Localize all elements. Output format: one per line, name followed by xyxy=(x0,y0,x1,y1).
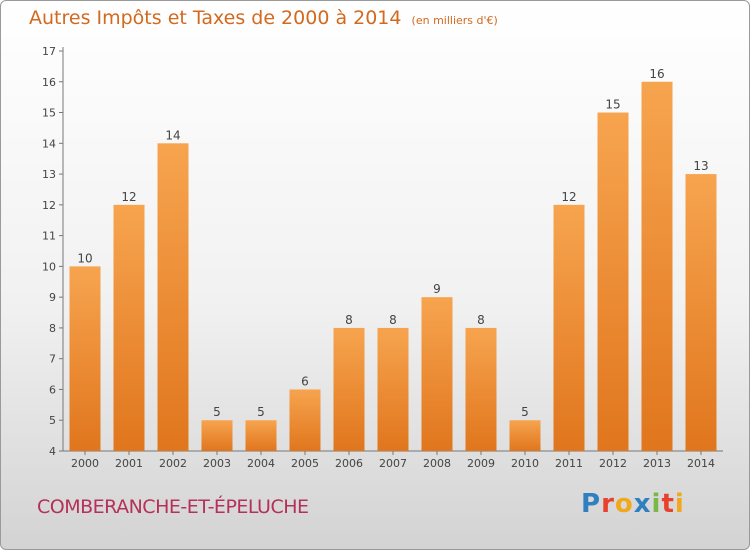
y-tick-label: 7 xyxy=(49,353,56,366)
bar-value-label: 13 xyxy=(693,159,708,173)
bar xyxy=(597,112,629,452)
bar-value-label: 9 xyxy=(433,282,441,296)
chart-unit: (en milliers d'€) xyxy=(411,14,498,27)
x-tick-label: 2004 xyxy=(247,457,275,470)
y-tick-label: 16 xyxy=(42,76,56,89)
y-tick-label: 13 xyxy=(42,168,56,181)
bar-value-label: 12 xyxy=(561,190,576,204)
x-tick-label: 2012 xyxy=(599,457,627,470)
bar xyxy=(465,327,497,451)
bar xyxy=(421,297,453,451)
y-tick-label: 10 xyxy=(42,260,56,273)
bar-value-label: 15 xyxy=(605,98,620,112)
chart-title-text: Autres Impôts et Taxes de 2000 à 2014 xyxy=(29,7,402,29)
x-tick-label: 2006 xyxy=(335,457,363,470)
y-tick-label: 9 xyxy=(49,291,56,304)
x-tick-label: 2009 xyxy=(467,457,495,470)
bar xyxy=(113,204,145,451)
bar-value-label: 12 xyxy=(121,190,136,204)
bar xyxy=(69,266,101,451)
bar xyxy=(641,81,673,452)
bar xyxy=(289,389,321,451)
y-tick-label: 11 xyxy=(42,230,56,243)
y-tick-label: 5 xyxy=(49,414,56,427)
x-tick-label: 2010 xyxy=(511,457,539,470)
commune-name: COMBERANCHE-ET-ÉPELUCHE xyxy=(37,496,309,518)
bar-value-label: 8 xyxy=(345,313,353,327)
bar-value-label: 16 xyxy=(649,67,664,81)
y-tick-label: 12 xyxy=(42,199,56,212)
x-tick-label: 2003 xyxy=(203,457,231,470)
bar-value-label: 5 xyxy=(521,405,529,419)
y-tick-label: 15 xyxy=(42,107,56,120)
bar xyxy=(201,420,233,451)
proxiti-logo: Proxiti xyxy=(581,489,685,519)
bar xyxy=(245,420,277,451)
x-tick-label: 2007 xyxy=(379,457,407,470)
y-tick-label: 4 xyxy=(49,445,56,458)
y-tick-label: 17 xyxy=(42,45,56,58)
y-tick-label: 6 xyxy=(49,383,56,396)
bar xyxy=(685,174,717,452)
x-tick-label: 2014 xyxy=(687,457,715,470)
bar-value-label: 5 xyxy=(213,405,221,419)
bar-value-label: 5 xyxy=(257,405,265,419)
x-tick-label: 2005 xyxy=(291,457,319,470)
bar xyxy=(509,420,541,451)
y-tick-label: 14 xyxy=(42,137,56,150)
x-tick-label: 2008 xyxy=(423,457,451,470)
x-tick-label: 2002 xyxy=(159,457,187,470)
bar-value-label: 8 xyxy=(389,313,397,327)
bar xyxy=(377,327,409,451)
bar-value-label: 10 xyxy=(77,251,92,265)
bar xyxy=(333,327,365,451)
bar-value-label: 8 xyxy=(477,313,485,327)
bar xyxy=(157,143,189,452)
bar-value-label: 14 xyxy=(165,128,180,142)
chart-title: Autres Impôts et Taxes de 2000 à 2014 (e… xyxy=(29,7,498,29)
bar xyxy=(553,204,585,451)
x-tick-label: 2011 xyxy=(555,457,583,470)
x-tick-label: 2013 xyxy=(643,457,671,470)
x-tick-label: 2000 xyxy=(71,457,99,470)
y-tick-label: 8 xyxy=(49,322,56,335)
x-tick-label: 2001 xyxy=(115,457,143,470)
bar-value-label: 6 xyxy=(301,374,309,388)
